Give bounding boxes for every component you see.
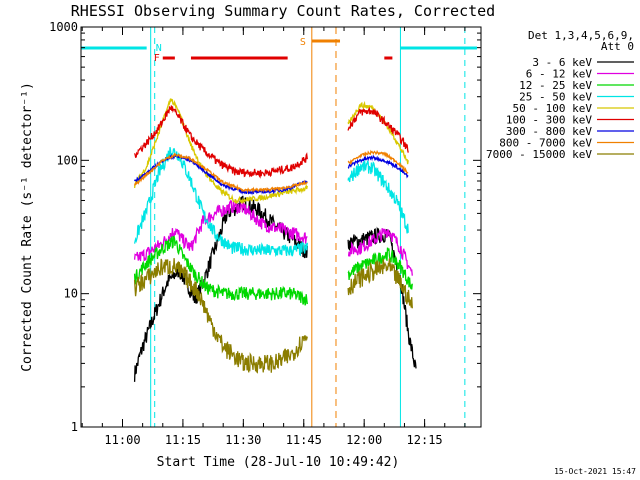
y-axis: 1 10 100 1000 xyxy=(49,20,481,434)
x-tick-label: 12:00 xyxy=(346,433,382,447)
x-axis: 11:00 11:15 11:30 11:45 12:00 12:15 xyxy=(81,27,466,447)
series-line xyxy=(133,149,409,194)
x-tick-label: 11:30 xyxy=(225,433,261,447)
legend-entry-label: 6 - 12 keV xyxy=(526,68,593,81)
series-line xyxy=(133,235,413,306)
x-tick-label: 11:00 xyxy=(104,433,140,447)
legend-entry-label: 12 - 25 keV xyxy=(519,79,592,92)
y-tick-label: 1 xyxy=(71,420,78,434)
x-tick-label: 12:15 xyxy=(407,433,443,447)
legend-header-line2: Att 0 xyxy=(601,40,634,53)
y-tick-label: 100 xyxy=(56,153,78,167)
series-line xyxy=(133,105,409,179)
series-line xyxy=(133,199,413,276)
x-axis-label: Start Time (28-Jul-10 10:49:42) xyxy=(157,455,400,470)
legend-entry-label: 25 - 50 keV xyxy=(519,91,592,104)
series-line xyxy=(133,195,417,382)
chart-title: RHESSI Observing Summary Count Rates, Co… xyxy=(71,2,495,20)
flare-label: F xyxy=(154,53,160,64)
legend-entry-label: 800 - 7000 keV xyxy=(499,137,592,150)
x-tick-label: 11:15 xyxy=(165,433,201,447)
legend-header-line1: Det 1,3,4,5,6,9, xyxy=(528,29,634,42)
y-axis-label: Corrected Count Rate (s⁻¹ detector⁻¹) xyxy=(20,82,35,372)
x-tick-label: 11:45 xyxy=(286,433,322,447)
saa-label: S xyxy=(300,37,306,48)
y-tick-label: 10 xyxy=(64,287,78,301)
plot-frame xyxy=(80,26,482,428)
timestamp: 15-Oct-2021 15:47 xyxy=(554,467,636,476)
legend-entry-label: 100 - 300 keV xyxy=(506,114,592,127)
series-line xyxy=(133,258,413,374)
legend-entry-label: 50 - 100 keV xyxy=(513,102,593,115)
legend-entry-label: 3 - 6 keV xyxy=(532,56,592,69)
legend-entry-label: 300 - 800 keV xyxy=(506,125,592,138)
night-label: N xyxy=(156,43,162,54)
y-tick-label: 1000 xyxy=(49,20,78,34)
legend-entry-label: 7000 - 15000 keV xyxy=(486,148,592,161)
